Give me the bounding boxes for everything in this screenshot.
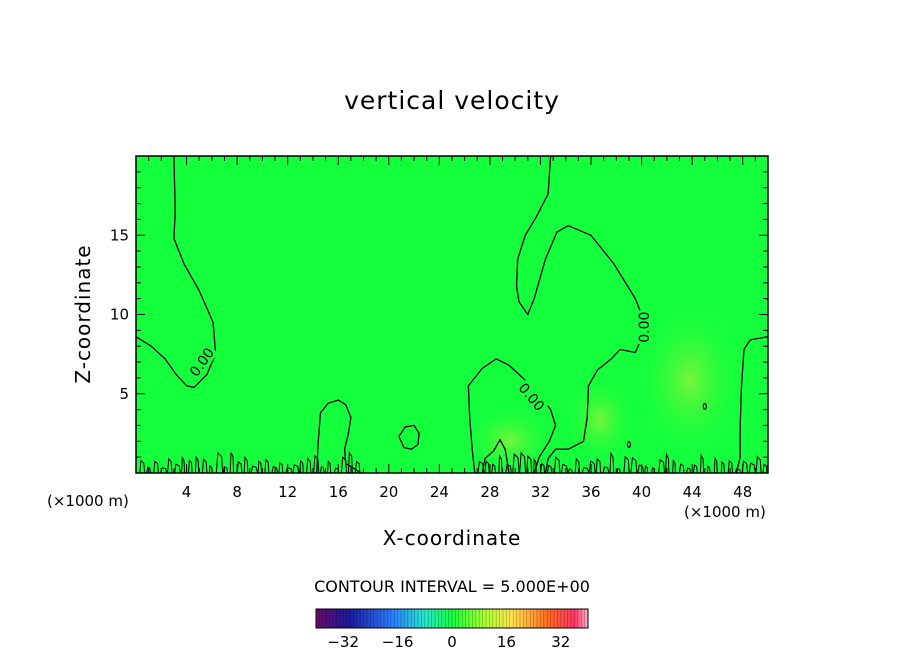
x-axis-label: X-coordinate [382,526,522,550]
colorbar-tick-label: 32 [551,633,570,651]
surface-noise-path [139,450,768,473]
colorbar [315,608,589,629]
colorbar-tick-label: −16 [382,633,414,651]
x-tick-label: 4 [182,483,192,501]
x-tick-label: 28 [480,483,499,501]
x-tick-label: 48 [733,483,752,501]
x-tick-label: 8 [232,483,242,501]
colorbar-tick-label: −32 [327,633,359,651]
contour-line-4 [398,424,420,450]
x-axis-ticks: 4 8 12 16 20 24 28 32 36 40 44 48 [148,156,756,501]
surface-contour-noise [139,450,768,473]
y-axis-label: Z-coordinate [71,244,95,384]
x-tick-label: 24 [430,483,449,501]
x-tick-label: 20 [379,483,398,501]
colorbar-tick-label: 16 [497,633,516,651]
closed-contour-mark-0 [626,440,632,449]
contour-label-bg-1 [514,378,549,416]
contour-line-5 [467,358,557,473]
chart-title: vertical velocity [344,86,560,115]
contour-label-2: 0.00 [637,312,653,343]
contour-labels: 0.000.000.00 [185,310,707,449]
closed-contour-mark-1 [702,402,707,411]
x-tick-label: 16 [329,483,348,501]
colorbar-ticks: −32 −16 0 16 32 [327,633,570,651]
contour-label-bg-2 [636,310,653,345]
field-shading [465,300,745,473]
contour-line-6 [481,438,510,473]
x-unit-label-right: (×1000 m) [684,503,766,521]
y-tick-label: 5 [119,385,129,403]
contour-line-3 [316,399,362,473]
contour-line-0 [136,156,217,389]
contour-label-bg-0 [185,343,219,381]
colorbar-bands [319,609,585,628]
x-unit-label-left: (×1000 m) [47,492,129,510]
contour-interval-note: CONTOUR INTERVAL = 5.000E+00 [314,577,590,596]
x-tick-label: 40 [632,483,651,501]
x-tick-label: 44 [683,483,702,501]
colorbar-tick-label: 0 [447,633,457,651]
contour-line-1 [515,156,644,473]
y-axis-ticks: 5 10 15 [110,171,768,458]
y-tick-label: 10 [110,306,129,324]
y-tick-label: 15 [110,226,129,244]
zero-contour-lines [136,156,768,473]
x-tick-label: 12 [278,483,297,501]
x-tick-label: 32 [531,483,550,501]
contour-line-2 [735,336,768,473]
x-tick-label: 36 [581,483,600,501]
